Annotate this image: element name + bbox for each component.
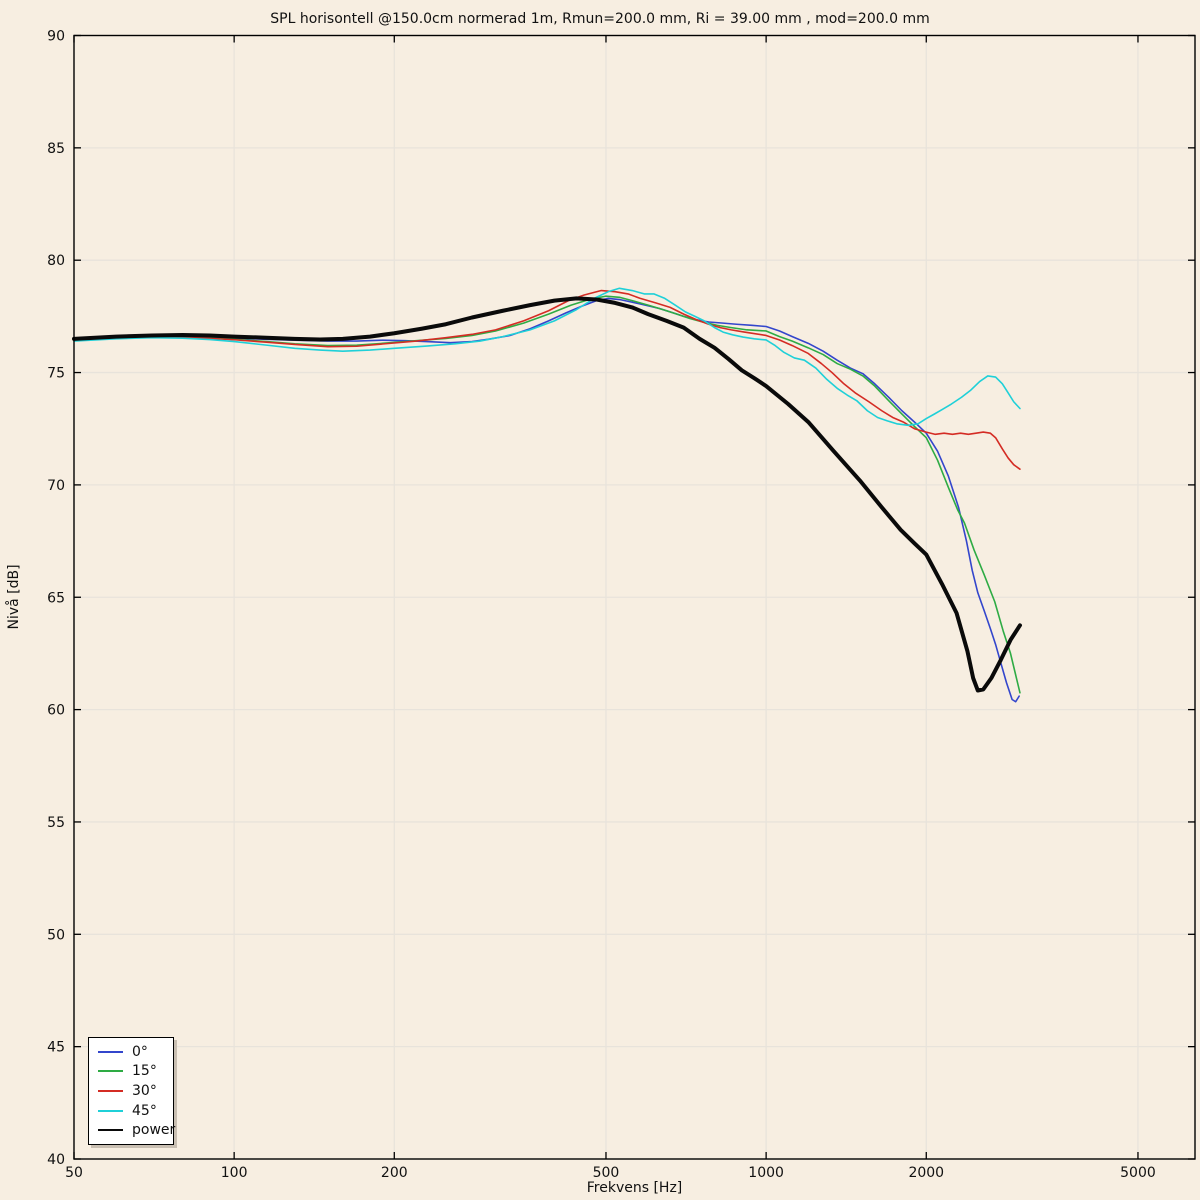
legend-label-45deg: 45°: [132, 1102, 157, 1119]
legend-item-power: power: [89, 1120, 176, 1140]
x-tick-label: 5000: [1120, 1165, 1156, 1181]
y-tick-label: 45: [47, 1040, 65, 1056]
legend-label-0deg: 0°: [132, 1043, 148, 1060]
legend-label-30deg: 30°: [132, 1082, 157, 1099]
series-45deg-line: [73, 287, 1021, 427]
legend-label-power: power: [132, 1122, 176, 1139]
y-tick-label: 60: [47, 703, 65, 719]
x-axis-label: Frekvens [Hz]: [586, 1180, 683, 1196]
y-axis-label: Nivå [dB]: [6, 564, 22, 630]
x-tick-label: 500: [593, 1165, 620, 1181]
series-15deg-line: [73, 295, 1021, 694]
x-tick-label: 100: [221, 1165, 248, 1181]
legend-item-30deg: 30°: [89, 1081, 173, 1101]
legend-item-0deg: 0°: [89, 1042, 173, 1062]
y-tick-label: 55: [47, 815, 65, 831]
chart-title: SPL horisontell @150.0cm normerad 1m, Rm…: [270, 11, 930, 27]
legend-line-30deg: [98, 1089, 123, 1092]
x-tick-label: 1000: [748, 1165, 784, 1181]
legend: 0° 15° 30° 45° power: [88, 1037, 176, 1145]
legend-line-0deg: [98, 1050, 123, 1053]
legend-item-15deg: 15°: [89, 1062, 173, 1082]
y-tick-label: 90: [47, 29, 65, 45]
y-tick-label: 80: [47, 253, 65, 269]
y-tick-label: 75: [47, 366, 65, 382]
legend-item-45deg: 45°: [89, 1101, 173, 1121]
y-tick-label: 85: [47, 141, 65, 157]
x-tick-label: 2000: [908, 1165, 944, 1181]
legend-label-15deg: 15°: [132, 1063, 157, 1080]
series-30deg-line: [73, 289, 1021, 470]
legend-line-power: [98, 1129, 123, 1132]
y-tick-label: 40: [47, 1152, 65, 1168]
y-tick-label: 65: [47, 590, 65, 606]
legend-line-15deg: [98, 1070, 123, 1073]
series-power-line: [72, 296, 1022, 693]
x-tick-label: 200: [381, 1165, 408, 1181]
y-tick-label: 70: [47, 478, 65, 494]
legend-line-45deg: [98, 1109, 123, 1112]
y-tick-label: 50: [47, 927, 65, 943]
x-tick-label: 50: [65, 1165, 83, 1181]
